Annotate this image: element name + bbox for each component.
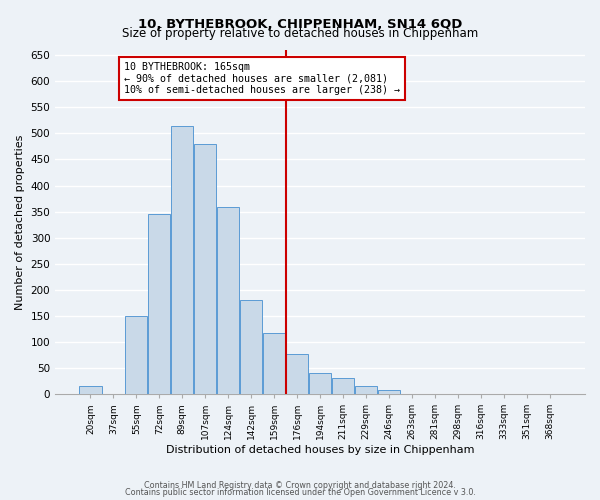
Bar — [79, 386, 101, 394]
Bar — [125, 316, 148, 394]
Bar — [355, 386, 377, 394]
Bar — [194, 144, 217, 394]
Bar — [148, 214, 170, 394]
Bar — [217, 208, 239, 394]
Y-axis label: Number of detached properties: Number of detached properties — [15, 134, 25, 310]
Bar — [286, 354, 308, 394]
Bar — [332, 378, 354, 394]
Bar — [263, 332, 285, 394]
X-axis label: Distribution of detached houses by size in Chippenham: Distribution of detached houses by size … — [166, 445, 475, 455]
Bar — [378, 390, 400, 394]
Text: 10 BYTHEBROOK: 165sqm
← 90% of detached houses are smaller (2,081)
10% of semi-d: 10 BYTHEBROOK: 165sqm ← 90% of detached … — [124, 62, 400, 95]
Title: 10, BYTHEBROOK, CHIPPENHAM, SN14 6QD
Size of property relative to detached house: 10, BYTHEBROOK, CHIPPENHAM, SN14 6QD Siz… — [0, 499, 1, 500]
Bar — [171, 126, 193, 394]
Bar — [309, 373, 331, 394]
Bar — [240, 300, 262, 394]
Text: Contains HM Land Registry data © Crown copyright and database right 2024.: Contains HM Land Registry data © Crown c… — [144, 480, 456, 490]
Text: Contains public sector information licensed under the Open Government Licence v : Contains public sector information licen… — [125, 488, 475, 497]
Text: 10, BYTHEBROOK, CHIPPENHAM, SN14 6QD: 10, BYTHEBROOK, CHIPPENHAM, SN14 6QD — [138, 18, 462, 30]
Text: Size of property relative to detached houses in Chippenham: Size of property relative to detached ho… — [122, 28, 478, 40]
